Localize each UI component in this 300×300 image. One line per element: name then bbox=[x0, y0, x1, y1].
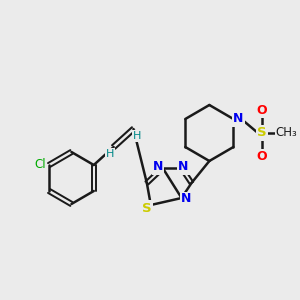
Text: O: O bbox=[256, 103, 267, 116]
Text: N: N bbox=[181, 193, 192, 206]
Text: S: S bbox=[142, 202, 152, 214]
Text: S: S bbox=[257, 127, 267, 140]
Text: H: H bbox=[106, 149, 114, 159]
Text: H: H bbox=[133, 131, 142, 141]
Text: O: O bbox=[256, 149, 267, 163]
Text: Cl: Cl bbox=[34, 158, 46, 170]
Text: N: N bbox=[153, 160, 163, 173]
Text: N: N bbox=[178, 160, 189, 173]
Text: CH₃: CH₃ bbox=[276, 127, 298, 140]
Text: N: N bbox=[233, 112, 244, 125]
